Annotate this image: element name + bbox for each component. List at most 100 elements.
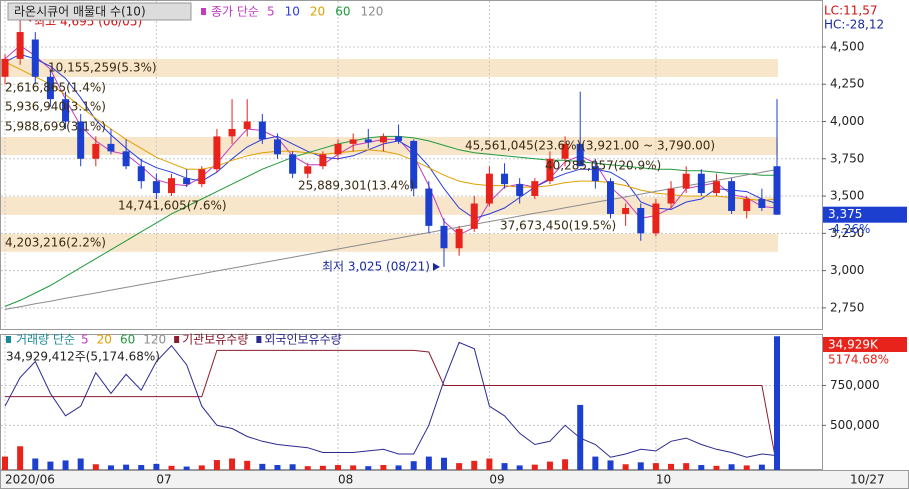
volume-profile-layer: [1, 58, 778, 252]
title-box: [7, 2, 192, 21]
volume-bar: [607, 460, 614, 470]
profile-label: 5,936,940(3.1%): [5, 99, 106, 113]
volume-bar: [62, 460, 69, 470]
candle-body: [682, 173, 690, 189]
legend-marker: [256, 336, 262, 343]
y-tick-label: 4,250: [830, 77, 864, 91]
volume-bar: [652, 463, 659, 470]
candle-body: [743, 199, 751, 211]
legend-entry: 5: [267, 5, 275, 19]
volume-bar: [577, 404, 584, 470]
legend-entry: 60: [335, 5, 350, 19]
legend-marker: [174, 336, 180, 343]
volume-bar: [743, 465, 750, 470]
candle-body: [62, 99, 70, 122]
legend-period: 120: [143, 333, 166, 347]
y-tick-label: 3,750: [830, 151, 864, 165]
volume-bar: [698, 465, 705, 470]
candle-body: [485, 173, 493, 204]
volume-bar: [304, 466, 311, 470]
legend-marker: [201, 8, 206, 15]
volume-bar: [713, 465, 720, 470]
candle-body: [289, 154, 297, 174]
mark-layer: [1, 13, 907, 470]
grid-layer: [1, 1, 826, 470]
candle-body: [16, 32, 24, 59]
volume-bar: [229, 458, 236, 470]
ma-line: [4, 53, 778, 219]
candle-body: [410, 140, 418, 189]
volume-bar: [319, 465, 326, 470]
candle-body: [637, 207, 645, 234]
volume-bar: [758, 464, 765, 470]
profile-label: 37,673,450(19.5%): [500, 218, 616, 232]
profile-band: [1, 196, 778, 215]
ma-line: [4, 169, 778, 310]
volume-bar: [546, 461, 553, 470]
candle-body: [213, 136, 221, 170]
last-price-label: 3,375: [828, 207, 862, 221]
ma-line: [4, 44, 778, 236]
x-end-label: 10/27: [850, 473, 885, 487]
volume-bar: [516, 465, 523, 470]
volume-bar: [153, 463, 160, 470]
profile-label: 25,889,301(13.4%): [298, 178, 414, 192]
candle-body: [107, 143, 115, 152]
candle-body: [92, 143, 100, 159]
last-price-box: [823, 206, 907, 223]
candle-body: [561, 143, 569, 159]
volume-bar: [168, 465, 175, 470]
candle-body: [531, 181, 539, 197]
y-tick-label: 3,500: [830, 189, 864, 203]
x-tick-label: 10: [656, 473, 671, 487]
candle-body: [576, 143, 584, 167]
volume-bar: [683, 463, 690, 470]
candle-body: [728, 181, 736, 211]
volume-bar: [622, 464, 629, 470]
volume-bar: [289, 464, 296, 470]
x-tick-label: 2020/06: [5, 473, 55, 487]
volume-bar: [531, 464, 538, 470]
legend-entry: 10: [285, 5, 300, 19]
profile-label: 10,155,259(5.3%): [48, 60, 157, 74]
label-layer: 10,155,259(5.3%) 2,616,865(1.4%) 5,936,940…: [5, 2, 889, 487]
candle-body: [319, 154, 327, 167]
ma-line: [4, 61, 778, 202]
volume-bar: [425, 456, 432, 470]
summary-label: 34,929,412주(5,174.68%): [6, 350, 160, 364]
candle-body: [470, 203, 478, 229]
candle-body: [455, 228, 463, 249]
volume-bar: [335, 465, 342, 470]
volume-bar: [350, 465, 357, 470]
candle-body: [364, 139, 372, 143]
volume-bar: [471, 460, 478, 470]
volume-bar: [213, 460, 220, 470]
legend-entry: 기관보유수량: [182, 333, 248, 347]
change-label: -4.26%: [828, 222, 870, 236]
x-tick-label: 07: [156, 473, 171, 487]
candle-body: [349, 139, 357, 144]
candle-body: [591, 166, 599, 182]
volume-bar: [410, 461, 417, 470]
candle-body: [697, 173, 705, 194]
candle-body: [546, 158, 554, 182]
x-axis-strip: [0, 470, 909, 489]
volume-bar: [17, 446, 24, 470]
profile-label: 2,616,865(1.4%): [5, 80, 106, 94]
profile-label: 4,203,216(2.2%): [5, 235, 106, 249]
y-tick-label: 2,750: [830, 300, 864, 314]
candle-body: [273, 139, 281, 155]
volume-bar: [259, 463, 266, 470]
low-label: 최저 3,025 (08/21): [322, 259, 430, 273]
candle-body: [425, 188, 433, 226]
profile-label: 14,741,605(7.6%): [118, 198, 227, 212]
profile-label: 40,285,057(20.9%): [545, 158, 661, 172]
line-layer: [4, 44, 778, 467]
candle-body: [183, 178, 191, 185]
volume-bar: [728, 464, 735, 470]
volume-bar: [365, 466, 372, 470]
volume-bar: [637, 462, 644, 470]
candle-body: [198, 169, 206, 185]
low-arrow: [432, 262, 440, 271]
